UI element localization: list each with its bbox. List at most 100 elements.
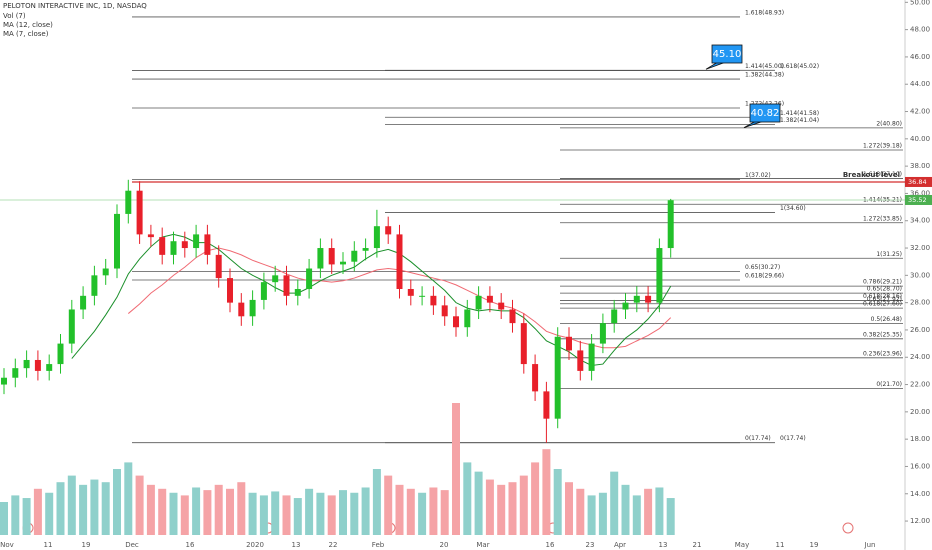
y-tick-label: 34.00 (910, 217, 930, 225)
candle-body (283, 275, 290, 296)
volume-bar (587, 495, 596, 535)
volume-bar (474, 471, 483, 535)
candle-body (68, 309, 75, 344)
y-tick-label: 32.00 (910, 244, 930, 252)
candle-body (419, 295, 426, 297)
volume-bar (90, 479, 99, 535)
fib-label: 1.618(45.02) (780, 63, 819, 70)
fib-label: 1.414(41.58) (780, 110, 819, 117)
candle-body (453, 316, 459, 328)
y-tick-label: 44.00 (910, 80, 930, 88)
candle-body (249, 299, 256, 317)
fib-label: 1.618(48.93) (745, 9, 784, 16)
fib-label: 1.382(41.04) (780, 117, 819, 124)
y-tick-label: 22.00 (910, 381, 930, 389)
candle-body (193, 234, 200, 249)
x-tick-label: 20 (440, 541, 449, 549)
candle-body (294, 288, 301, 296)
price-tag-label: 36.84 (908, 178, 927, 186)
x-tick-label: 21 (693, 541, 702, 549)
volume-bar (350, 492, 359, 535)
candle-body (80, 295, 87, 310)
volume-bar (519, 475, 528, 535)
candle-body (260, 282, 267, 300)
volume-bar (644, 488, 653, 535)
y-tick-label: 50.00 (910, 0, 930, 6)
candle-body (12, 368, 19, 378)
candle-body (227, 278, 233, 303)
volume-bar (226, 488, 234, 535)
breakout-text: Breakout level (843, 171, 900, 179)
fib-label: 1.414(45.00) (745, 63, 784, 70)
price-tag (905, 194, 932, 205)
candle-body (215, 254, 222, 279)
callout-pointer (705, 61, 727, 70)
volume-bar (384, 475, 393, 535)
fib-label: 0.65(28.70) (867, 286, 902, 293)
y-tick-label: 26.00 (910, 326, 930, 334)
candle-body (114, 213, 120, 269)
volume-bar (531, 462, 540, 535)
volume-bar (113, 469, 121, 535)
candle-body (566, 336, 572, 351)
fib-label: 1.272(33.85) (863, 215, 902, 222)
candle-body (599, 323, 606, 344)
candle-body (611, 309, 618, 324)
candle-body (396, 234, 403, 289)
indicator-label: MA (12, close) (3, 21, 53, 29)
volume-bar (11, 495, 20, 535)
y-tick-label: 16.00 (910, 462, 930, 470)
volume-bar (485, 479, 494, 535)
fib-label: 0.5(26.48) (871, 316, 902, 323)
candle-body (362, 248, 369, 251)
candle-body (1, 377, 7, 385)
volume-bar (135, 475, 144, 535)
x-tick-label: Apr (614, 541, 626, 549)
y-tick-label: 42.00 (910, 108, 930, 116)
candle-body (622, 302, 629, 310)
volume-bar (406, 488, 415, 535)
x-tick-label: 23 (586, 541, 595, 549)
volume-bar (632, 495, 641, 535)
volume-bar (67, 475, 76, 535)
y-tick-label: 40.00 (910, 135, 930, 143)
candle-body (656, 248, 663, 303)
x-tick-label: 19 (810, 541, 819, 549)
candle-body (91, 275, 98, 296)
candle-body (407, 288, 414, 296)
candle-body (373, 226, 380, 249)
volume-bar (237, 482, 246, 535)
fib-label: 0.65(27.92) (867, 296, 902, 303)
volume-bar (316, 492, 325, 535)
candle-body (317, 248, 324, 269)
volume-bar (79, 484, 88, 535)
candle-body (57, 343, 64, 365)
x-tick-label: 16 (546, 541, 555, 549)
fib-label: 0.618(29.66) (745, 272, 784, 279)
volume-bar (305, 488, 314, 535)
volume-bar (361, 487, 370, 535)
fib-label: 1.272(39.18) (863, 143, 902, 150)
volume-bar (440, 490, 449, 535)
candle-body (486, 295, 493, 303)
candle-body (159, 237, 166, 255)
legend: PELOTON INTERACTIVE INC, 1D, NASDAQ Vol … (3, 2, 147, 38)
volume-bar (45, 492, 54, 535)
volume-bar (180, 495, 189, 535)
chart-title: PELOTON INTERACTIVE INC, 1D, NASDAQ (3, 2, 147, 10)
volume-bar (666, 498, 675, 535)
fib-label: 0.236(23.96) (863, 350, 902, 357)
y-tick-label: 46.00 (910, 53, 930, 61)
volume-bar (248, 492, 257, 535)
callout-box (711, 44, 743, 64)
volume-bar (576, 488, 585, 535)
y-tick-label: 36.00 (910, 189, 930, 197)
y-tick-label: 24.00 (910, 353, 930, 361)
candle-body (147, 234, 154, 238)
x-tick-label: Dec (125, 541, 139, 549)
volume-bar (0, 502, 8, 535)
candle-body (520, 323, 527, 365)
volume-bar (508, 482, 517, 535)
candle-body (272, 275, 279, 283)
